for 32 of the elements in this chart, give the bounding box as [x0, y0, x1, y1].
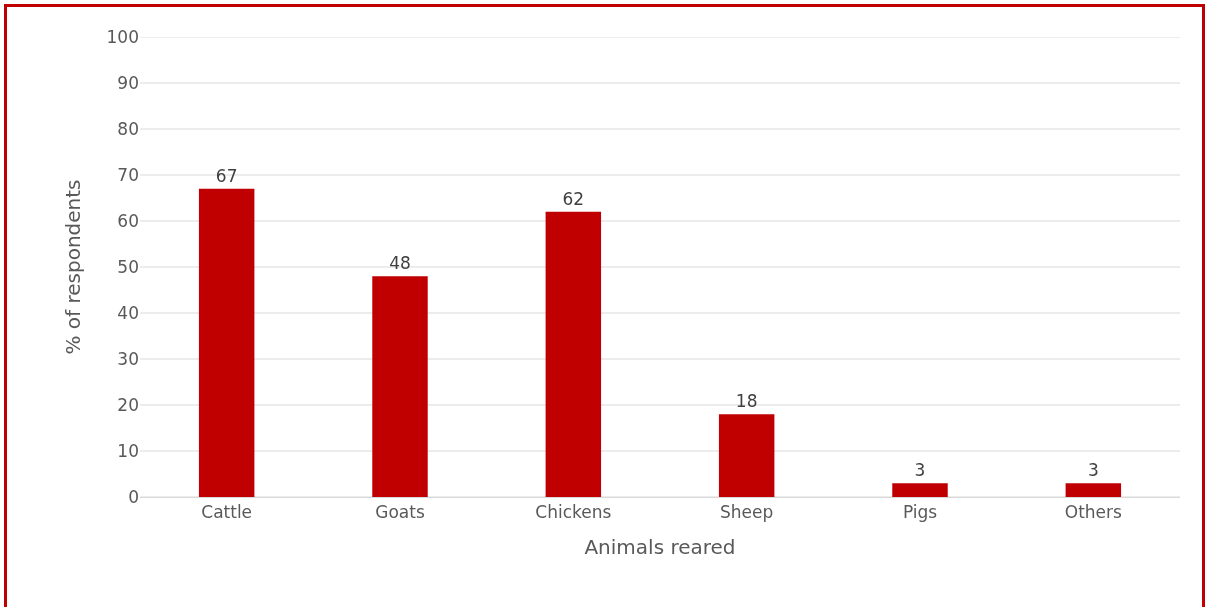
y-axis-title: % of respondents — [61, 179, 86, 355]
y-tick-label: 40 — [117, 302, 139, 323]
y-tick-label: 100 — [106, 26, 139, 47]
data-label: 18 — [735, 391, 758, 412]
x-axis-title: Animals reared — [584, 534, 736, 559]
y-tick-label: 70 — [117, 164, 139, 185]
bar — [1065, 483, 1122, 497]
data-label: 3 — [1087, 460, 1099, 481]
y-tick-label: 80 — [117, 118, 139, 139]
chart-frame: 67 48 62 18 3 3 Cattle Goats Chickens Sheep Pigs Others 0 10 20 30 40 50 60 70 80 90 100 Animals reared % of respondents — [4, 4, 1205, 607]
bar — [198, 188, 255, 497]
data-label: 48 — [389, 253, 411, 274]
y-tick-label: 20 — [117, 394, 139, 415]
y-tick-label: 0 — [128, 486, 139, 507]
bar — [545, 211, 602, 497]
bar — [718, 414, 775, 497]
y-tick-label: 30 — [117, 348, 139, 369]
y-tick-label: 60 — [117, 210, 139, 231]
y-tick-label: 90 — [117, 72, 139, 93]
bar — [372, 276, 428, 497]
data-label: 62 — [562, 188, 585, 209]
bar — [892, 483, 948, 497]
data-label: 67 — [215, 165, 238, 186]
x-tick-label: Chickens — [535, 502, 612, 523]
x-tick-label: Pigs — [902, 502, 938, 523]
y-tick-label: 10 — [117, 440, 139, 461]
y-tick-label: 50 — [117, 256, 139, 277]
x-tick-label: Goats — [375, 502, 425, 523]
x-tick-label: Cattle — [201, 502, 253, 523]
x-tick-label: Others — [1064, 502, 1123, 523]
data-label: 3 — [914, 460, 926, 481]
x-tick-label: Sheep — [720, 502, 774, 523]
